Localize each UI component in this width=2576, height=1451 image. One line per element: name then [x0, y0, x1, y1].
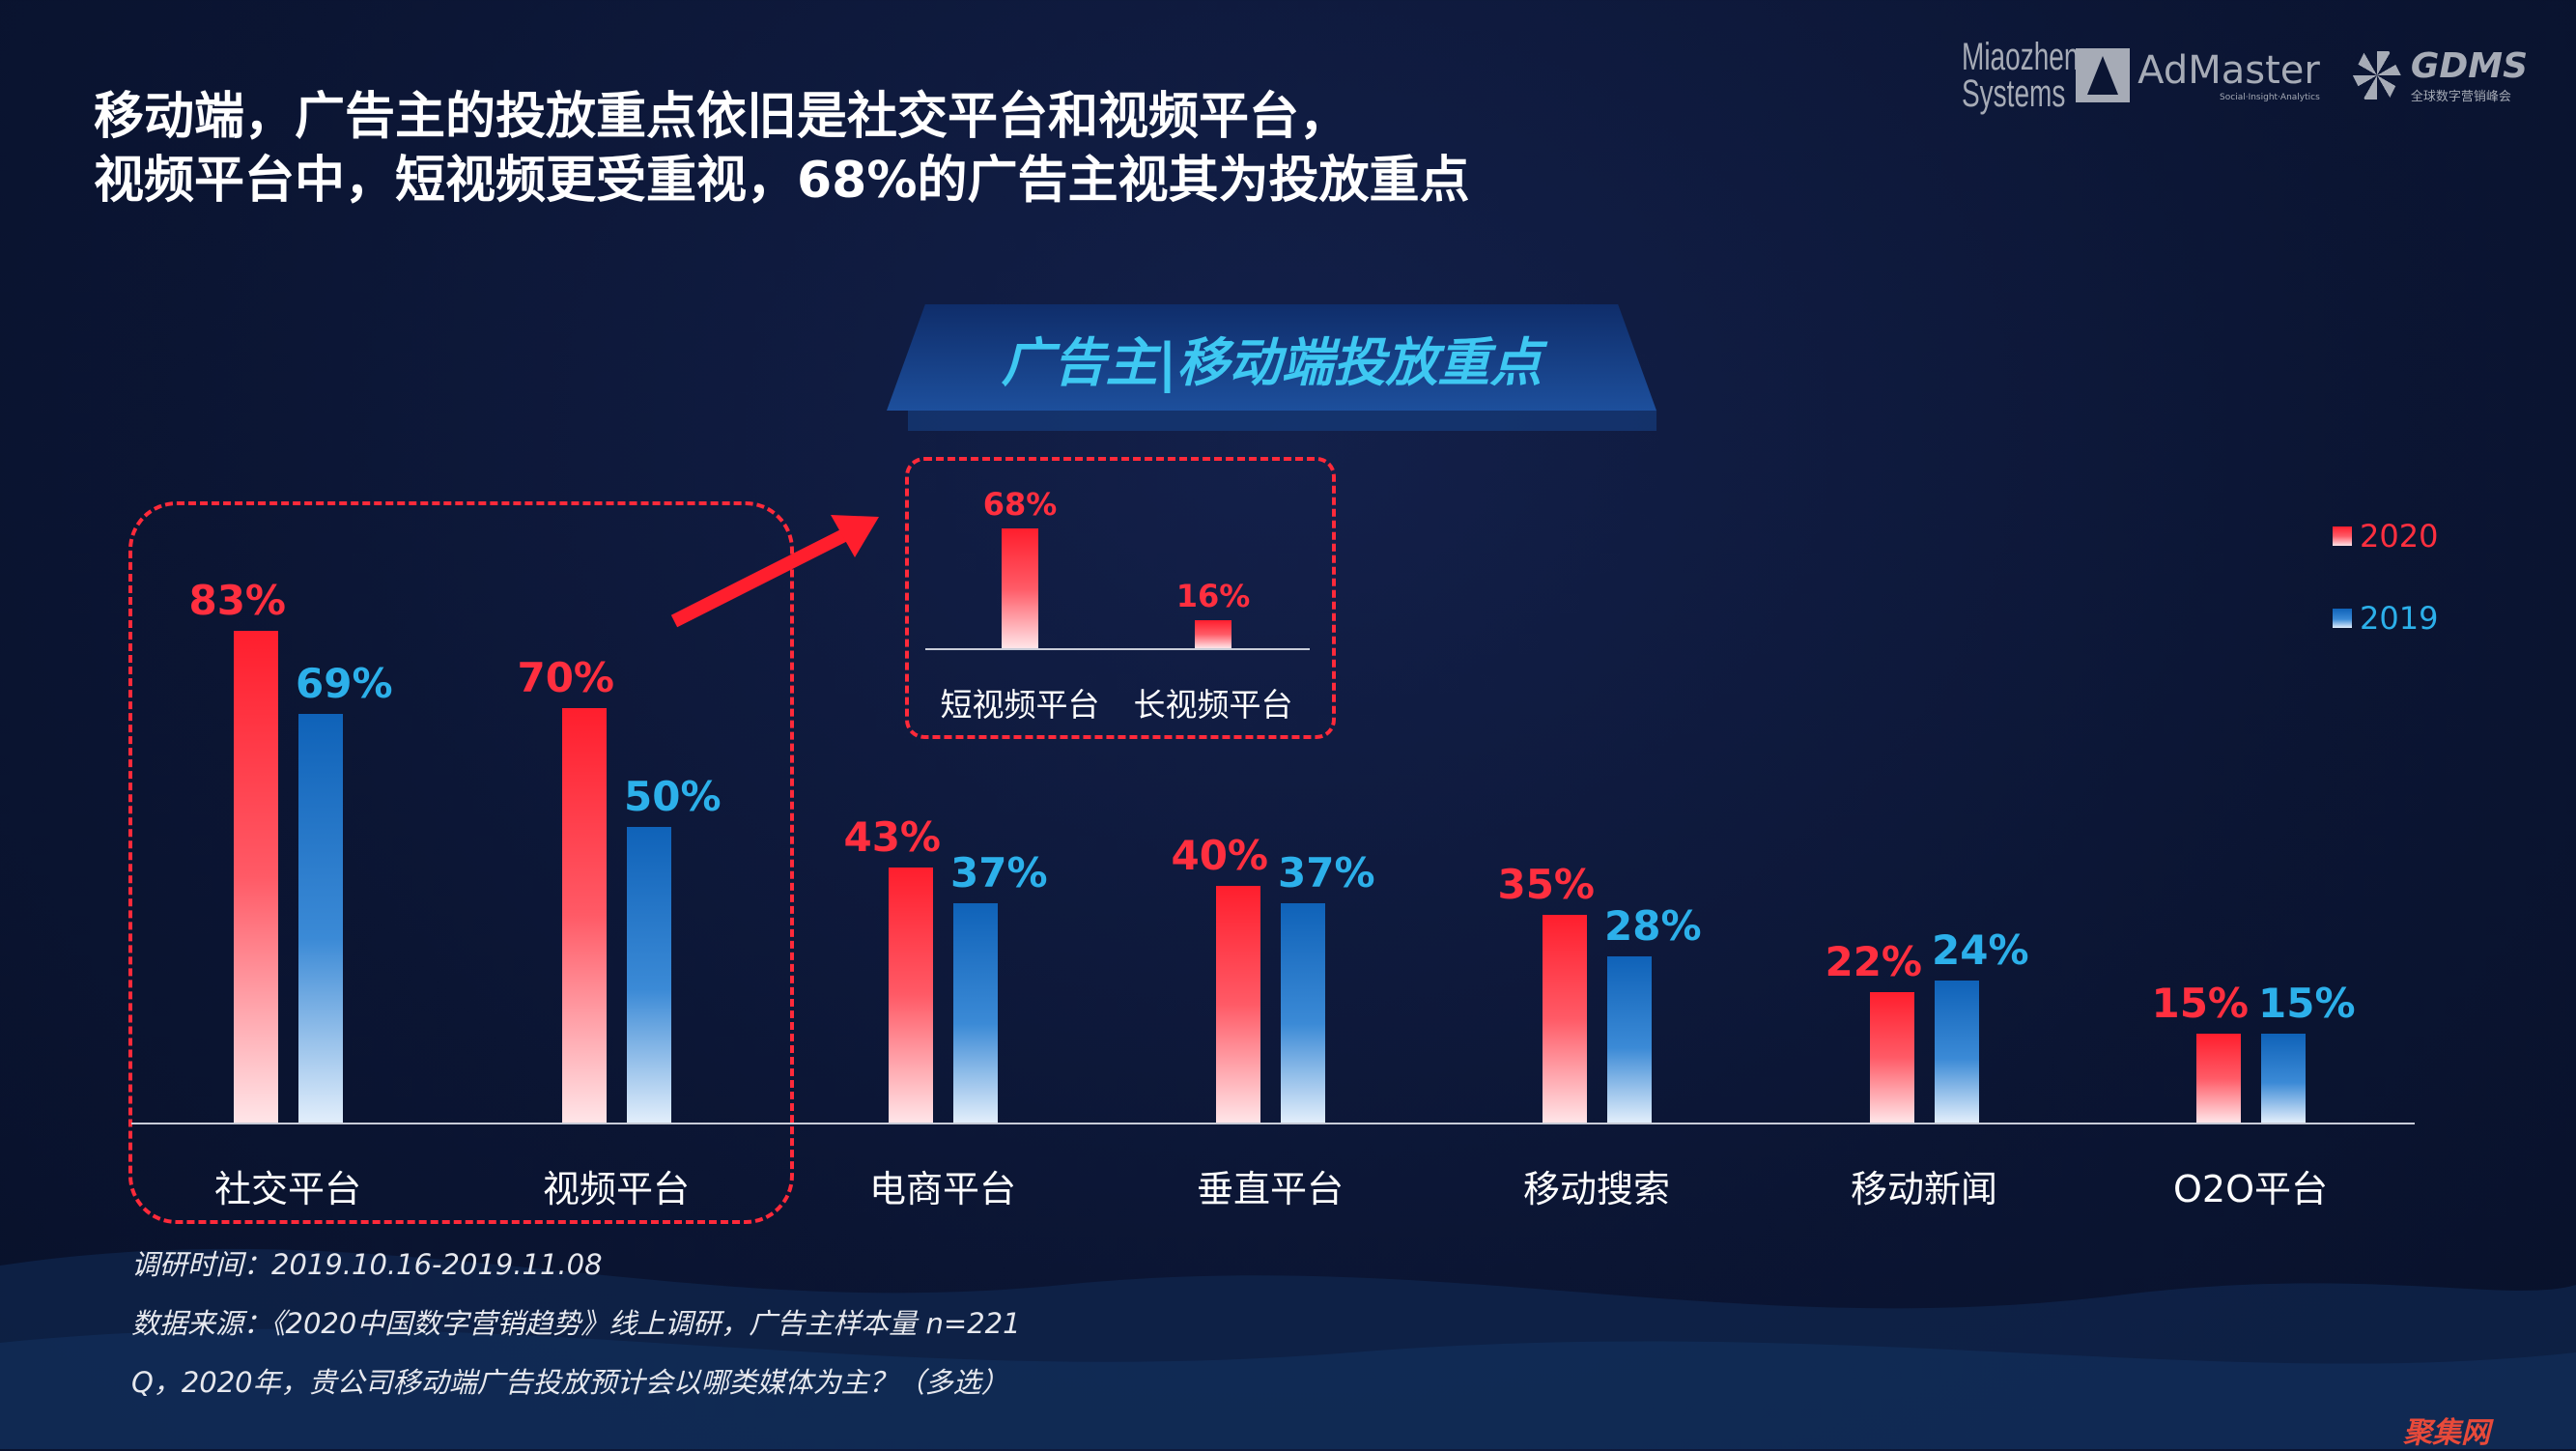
- watermark: 聚集网: [2403, 1416, 2490, 1450]
- value-label: 37%: [1278, 849, 1375, 897]
- bar-2020-5: [1870, 992, 1914, 1123]
- value-label: 28%: [1604, 902, 1702, 951]
- miaozhen-logo: Miaozhen Systems: [1962, 36, 2080, 115]
- value-label: 15%: [2151, 980, 2249, 1028]
- legend-2020: 2020: [2333, 518, 2438, 555]
- bar-2020-0: [234, 631, 278, 1123]
- footer-survey-time: 调研时间：2019.10.16-2019.11.08: [131, 1248, 603, 1281]
- highlight-box-video-breakdown: [905, 457, 1336, 739]
- admaster-text: AdMaster: [2137, 48, 2320, 93]
- x-axis-line: [131, 1123, 2415, 1124]
- logos: Miaozhen Systems AdMaster Social·Insight·…: [1927, 36, 2528, 115]
- inset-baseline: [925, 648, 1310, 650]
- footer-source: 数据来源：《2020中国数字营销趋势》线上调研，广告主样本量 n=221: [131, 1307, 1021, 1340]
- value-label: 83%: [188, 577, 286, 625]
- legend-swatch-2019: [2333, 609, 2352, 628]
- bar-2020-6: [2196, 1034, 2241, 1123]
- chart-banner-shadow: [908, 411, 1656, 431]
- gdms-subtitle: 全球数字营销峰会: [2410, 90, 2511, 104]
- footer-question: Q，2020年，贵公司移动端广告投放预计会以哪类媒体为主？（多选）: [131, 1366, 1009, 1399]
- value-label: 69%: [296, 660, 393, 708]
- value-label: 24%: [1932, 925, 2029, 974]
- bar-2019-5: [1935, 980, 1979, 1123]
- arrow-icon: [670, 515, 879, 628]
- inset-bar-0: [1002, 528, 1038, 648]
- bar-2020-1: [562, 707, 607, 1123]
- category-label: 移动搜索: [1522, 1168, 1671, 1210]
- gdms-logo: GDMS 全球数字营销峰会: [2352, 46, 2528, 104]
- category-label: 垂直平台: [1196, 1168, 1345, 1210]
- inset-value-label: 16%: [1175, 577, 1251, 614]
- title-line-1: 移动端，广告主的投放重点依旧是社交平台和视频平台，: [94, 88, 1350, 146]
- chart-title: 广告主|移动端投放重点: [1001, 331, 1543, 393]
- chart-banner-bg: [887, 304, 1656, 411]
- value-label: 43%: [843, 813, 941, 862]
- value-label: 50%: [624, 772, 722, 820]
- category-label: 移动新闻: [1850, 1168, 1998, 1210]
- category-label: 社交平台: [213, 1168, 362, 1210]
- legend-swatch-2020: [2333, 526, 2352, 546]
- category-label: 视频平台: [542, 1168, 691, 1210]
- legend-label-2020: 2020: [2360, 518, 2439, 555]
- bar-2020-2: [889, 868, 933, 1123]
- gdms-text: GDMS: [2410, 46, 2528, 86]
- legend-label-2019: 2019: [2360, 600, 2439, 637]
- admaster-subtitle: Social·Insight·Analytics: [2220, 93, 2320, 102]
- value-label: 35%: [1497, 861, 1595, 909]
- legend-2019: 2019: [2333, 600, 2438, 637]
- bar-2019-0: [298, 714, 343, 1123]
- admaster-logo: AdMaster Social·Insight·Analytics: [2076, 48, 2320, 102]
- inset-value-label: 68%: [982, 486, 1058, 524]
- value-label: 37%: [950, 849, 1048, 897]
- bar-2020-3: [1216, 885, 1260, 1123]
- admaster-logo-icon: [2076, 48, 2131, 102]
- value-label: 70%: [517, 653, 614, 701]
- value-label: 40%: [1171, 831, 1268, 879]
- value-label: 22%: [1825, 938, 1922, 986]
- inset-category-label: 长视频平台: [1133, 686, 1293, 724]
- bar-2020-4: [1543, 915, 1587, 1123]
- bar-2019-3: [1281, 903, 1325, 1123]
- bar-2019-2: [953, 903, 998, 1123]
- highlight-box-social-video: [128, 501, 794, 1224]
- bar-2019-4: [1607, 956, 1652, 1123]
- bar-2019-1: [627, 826, 671, 1123]
- inset-bar-1: [1195, 619, 1231, 648]
- value-label: 15%: [2258, 980, 2356, 1028]
- page-title: 移动端，广告主的投放重点依旧是社交平台和视频平台， 视频平台中，短视频更受重视，…: [94, 85, 1469, 213]
- category-label: 电商平台: [868, 1168, 1017, 1210]
- inset-category-label: 短视频平台: [940, 686, 1100, 724]
- bar-2019-6: [2261, 1034, 2306, 1123]
- title-line-2: 视频平台中，短视频更受重视，68%的广告主视其为投放重点: [94, 152, 1470, 210]
- gdms-hex-icon: [2352, 51, 2401, 100]
- category-label: O2O平台: [2173, 1168, 2328, 1210]
- background-wave: [0, 1248, 2576, 1449]
